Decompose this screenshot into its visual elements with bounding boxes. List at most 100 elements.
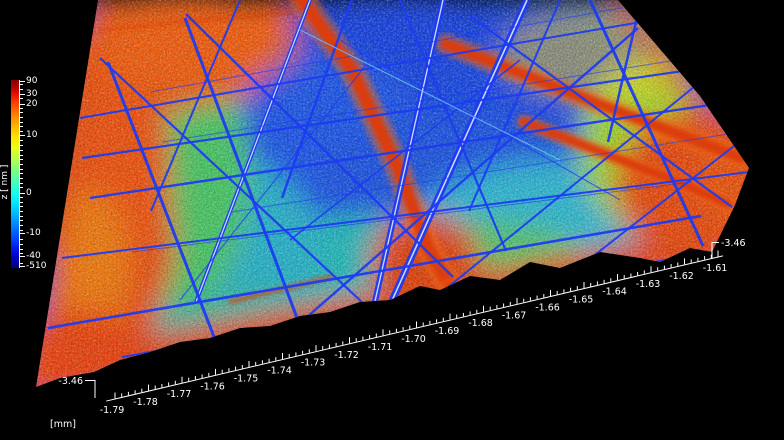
x-axis-unit-label: [mm] xyxy=(50,419,76,430)
colorbar-major-tick xyxy=(19,255,25,257)
colorbar-minor-tick xyxy=(19,206,23,208)
colorbar-tick-label: 20 xyxy=(26,99,38,109)
scratch-line xyxy=(398,0,508,252)
colorbar-minor-tick xyxy=(19,88,23,90)
colorbar-tick-label: 10 xyxy=(26,130,38,140)
edge-markers: -3.46 -3.46 xyxy=(58,238,746,398)
scratch-line xyxy=(81,60,746,160)
colorbar-minor-tick xyxy=(19,126,23,128)
x-axis: -1.79 -1.78 -1.77 -1.76 -1.75 -1.74 -1.73 -1.72… xyxy=(100,250,728,416)
scratch-line xyxy=(179,59,371,301)
colorbar-minor-tick xyxy=(19,107,23,109)
colorbar-minor-tick xyxy=(19,201,23,203)
scratch-line xyxy=(106,61,235,387)
x-axis-tick-label: -1.75 xyxy=(234,373,259,384)
ridge-line xyxy=(519,117,733,209)
colorbar-minor-tick xyxy=(19,121,23,123)
scratch-line xyxy=(149,7,623,93)
z-axis-label: z [ nm ] xyxy=(0,164,10,200)
colorbar-minor-tick xyxy=(19,225,23,226)
scratch-line xyxy=(161,55,703,143)
x-axis-tick-label: -1.69 xyxy=(435,326,460,337)
scratch-core-line xyxy=(195,0,311,303)
colorbar-minor-tick xyxy=(19,149,23,151)
colorbar-minor-tick xyxy=(19,173,23,175)
scratch-line xyxy=(280,0,354,199)
x-axis-tick-label: -1.67 xyxy=(502,310,527,321)
ridge-line xyxy=(98,10,294,32)
right-edge-label: -3.46 xyxy=(721,238,746,249)
colorbar-minor-tick xyxy=(19,131,23,132)
scratch-line xyxy=(131,181,693,253)
colorbar-major-tick xyxy=(19,103,25,105)
x-axis-tick-label: -1.78 xyxy=(133,397,158,408)
x-axis-tick-label: -1.61 xyxy=(703,263,728,274)
colorbar-minor-tick xyxy=(19,154,23,156)
colorbar-major-tick xyxy=(19,265,25,267)
x-axis-line xyxy=(106,255,723,402)
left-edge-label: -3.46 xyxy=(58,376,83,387)
scratch-line xyxy=(61,171,749,259)
scratch-line xyxy=(231,131,742,213)
ridge-halo xyxy=(441,279,527,308)
colorbar-tick-label: -10 xyxy=(26,228,41,238)
colorbar-tick-label: 90 xyxy=(26,76,38,86)
colorbar-minor-tick xyxy=(19,140,23,142)
colorbar-minor-tick xyxy=(19,112,23,114)
ridge-line xyxy=(444,282,524,305)
colorbar-minor-tick xyxy=(19,243,23,245)
scratch-line xyxy=(185,13,454,278)
colorbar-minor-tick xyxy=(19,248,23,250)
scratch-core-line xyxy=(372,0,444,311)
colorbar-gradient xyxy=(11,80,19,268)
x-axis-tick-label: -1.62 xyxy=(669,271,694,282)
colorbar-minor-tick xyxy=(19,215,23,217)
x-axis-tick-label: -1.79 xyxy=(100,405,125,416)
colorbar-minor-tick xyxy=(19,220,23,222)
x-axis-tick-label: -1.68 xyxy=(468,318,493,329)
colorbar-major-tick xyxy=(19,192,25,194)
colorbar-minor-tick xyxy=(19,187,23,189)
colorbar-minor-tick xyxy=(19,229,23,231)
colorbar-tick-label: -510 xyxy=(26,261,47,271)
x-axis-tick-label: -1.72 xyxy=(334,350,359,361)
x-axis-tick-label: -1.71 xyxy=(368,342,393,353)
scratch-line xyxy=(299,29,561,161)
colorbar-minor-tick xyxy=(19,116,23,118)
colorbar-minor-tick xyxy=(19,163,23,165)
colorbar-major-tick xyxy=(19,134,25,136)
colorbar-minor-tick xyxy=(19,262,23,264)
x-axis-tick-label: -1.70 xyxy=(401,334,426,345)
colorbar-minor-tick xyxy=(19,168,23,170)
colorbar-minor-tick xyxy=(19,84,23,85)
colorbar-minor-tick xyxy=(19,178,23,179)
scratch-line xyxy=(79,21,642,119)
scratch-line xyxy=(469,15,733,208)
scratch-line xyxy=(588,0,705,247)
colorbar-minor-tick xyxy=(19,253,23,255)
x-axis-tick-label: -1.77 xyxy=(167,389,192,400)
colorbar-minor-tick xyxy=(19,239,23,241)
scratch-core-line xyxy=(385,0,528,315)
scratch-line xyxy=(430,81,701,302)
scratch-line xyxy=(150,0,241,212)
colorbar-minor-tick xyxy=(19,196,23,198)
colorbar-major-tick xyxy=(19,232,25,234)
colorbar-minor-tick xyxy=(19,98,23,100)
x-axis-tick-label: -1.64 xyxy=(602,287,627,298)
x-axis-tick-label: -1.74 xyxy=(267,366,292,377)
x-axis-tick-label: -1.76 xyxy=(200,381,225,392)
colorbar-major-tick xyxy=(19,80,25,82)
x-axis-tick-label: -1.65 xyxy=(569,295,594,306)
colorbar-major-tick xyxy=(19,93,25,95)
x-axis-tick-label: -1.63 xyxy=(636,279,661,290)
scratch-line xyxy=(289,59,521,241)
colorbar-minor-tick xyxy=(19,159,23,161)
scratch-line xyxy=(47,214,702,330)
colorbar-minor-tick xyxy=(19,210,23,212)
scratch-line xyxy=(290,27,639,332)
scratch-line xyxy=(468,0,561,212)
